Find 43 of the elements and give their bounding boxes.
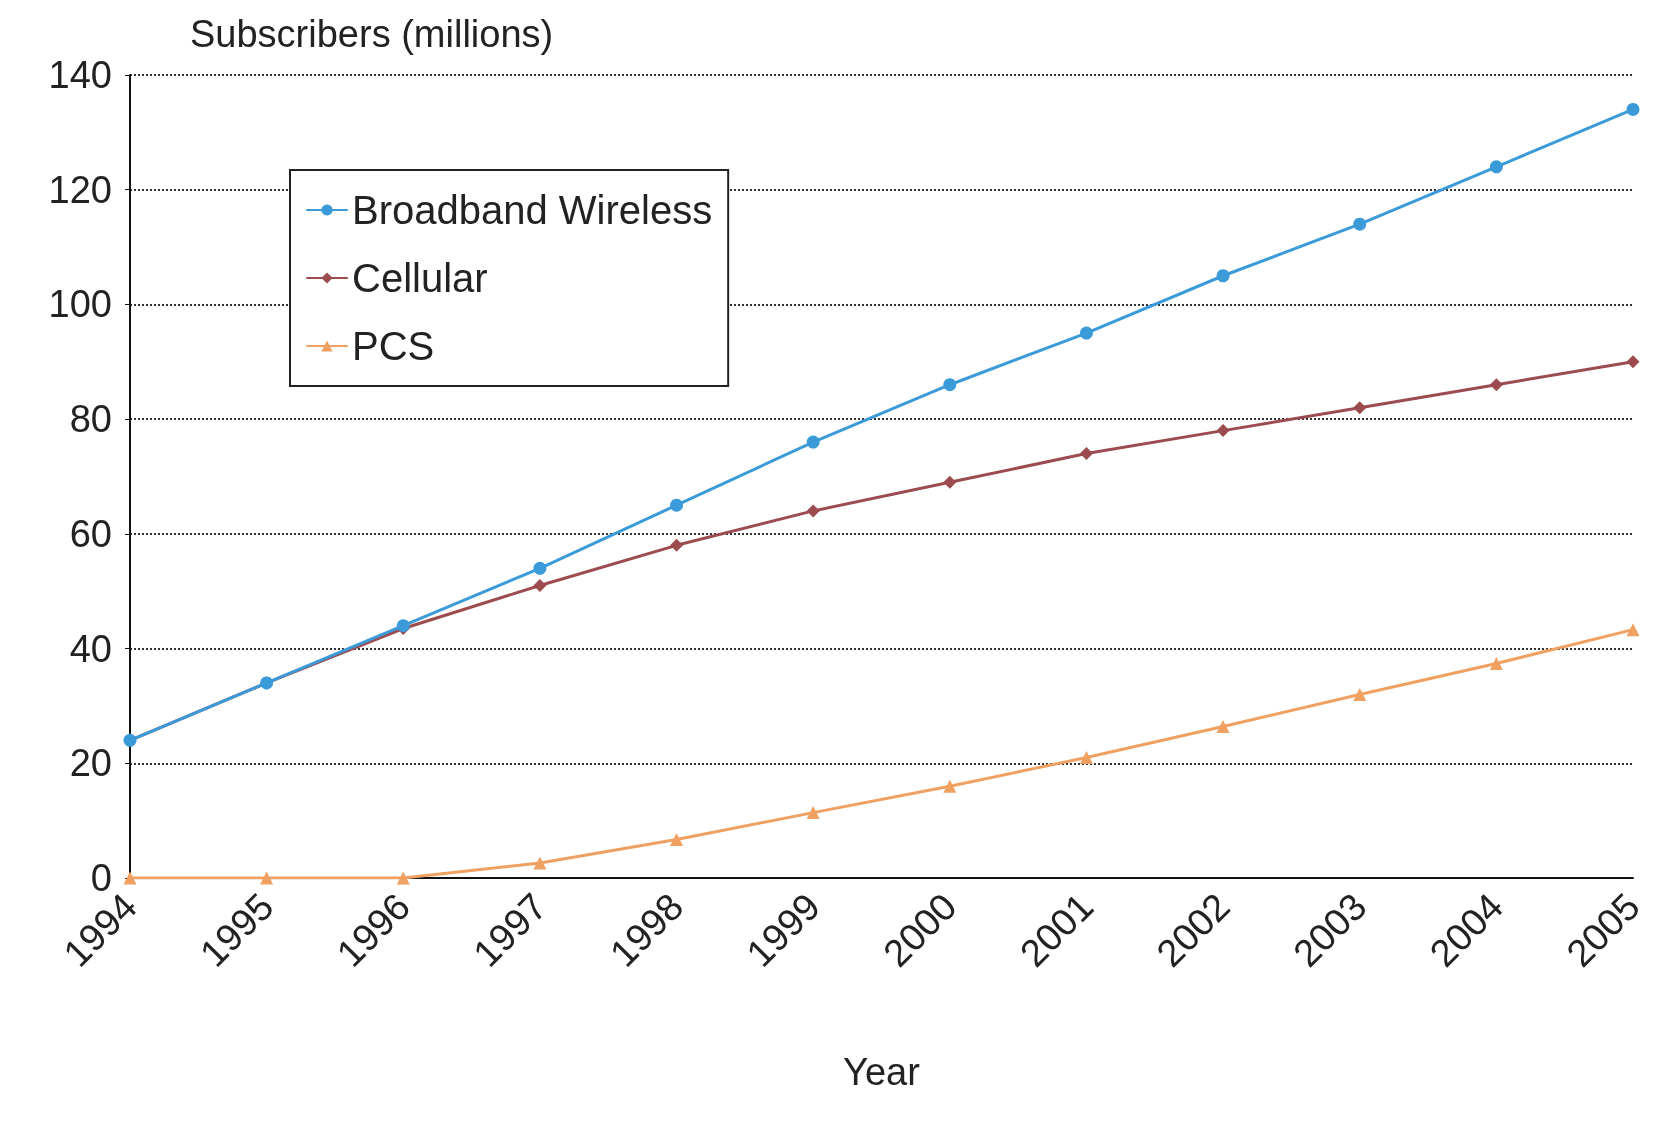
point	[943, 378, 957, 392]
point	[806, 504, 820, 518]
point	[1216, 424, 1230, 438]
point	[670, 498, 684, 512]
point	[1353, 687, 1367, 701]
point	[533, 856, 547, 870]
point	[1079, 447, 1093, 461]
point	[260, 871, 274, 885]
y-tick-label: 60	[69, 512, 112, 555]
point	[943, 475, 957, 489]
point	[1079, 751, 1093, 765]
point	[1079, 326, 1093, 340]
point	[806, 806, 820, 820]
point	[943, 779, 957, 793]
point	[1626, 355, 1640, 369]
point	[396, 871, 410, 885]
point	[1489, 656, 1503, 670]
y-tick-label: 20	[69, 742, 112, 785]
y-tick-label: 120	[48, 168, 112, 211]
legend-label: Cellular	[352, 256, 488, 300]
point	[1216, 269, 1230, 283]
point	[1489, 378, 1503, 392]
point	[670, 833, 684, 847]
point	[123, 871, 137, 885]
legend-label: Broadband Wireless	[352, 188, 713, 232]
y-tick-label: 40	[69, 627, 112, 670]
point	[1216, 720, 1230, 734]
point	[806, 435, 820, 449]
x-axis-title: Year	[843, 1051, 921, 1093]
point	[1626, 623, 1640, 637]
legend-label: PCS	[352, 324, 435, 368]
y-tick-label: 80	[69, 398, 112, 441]
point	[1353, 217, 1367, 231]
y-tick-label: 100	[48, 283, 112, 326]
y-tick-label: 0	[90, 857, 112, 899]
point	[1626, 102, 1640, 116]
y-axis-title: Subscribers (millions)	[190, 13, 554, 55]
point	[533, 578, 547, 592]
y-tick-label: 140	[48, 54, 112, 96]
point	[1353, 401, 1367, 415]
point	[533, 561, 547, 575]
point	[670, 538, 684, 552]
point	[1489, 160, 1503, 174]
